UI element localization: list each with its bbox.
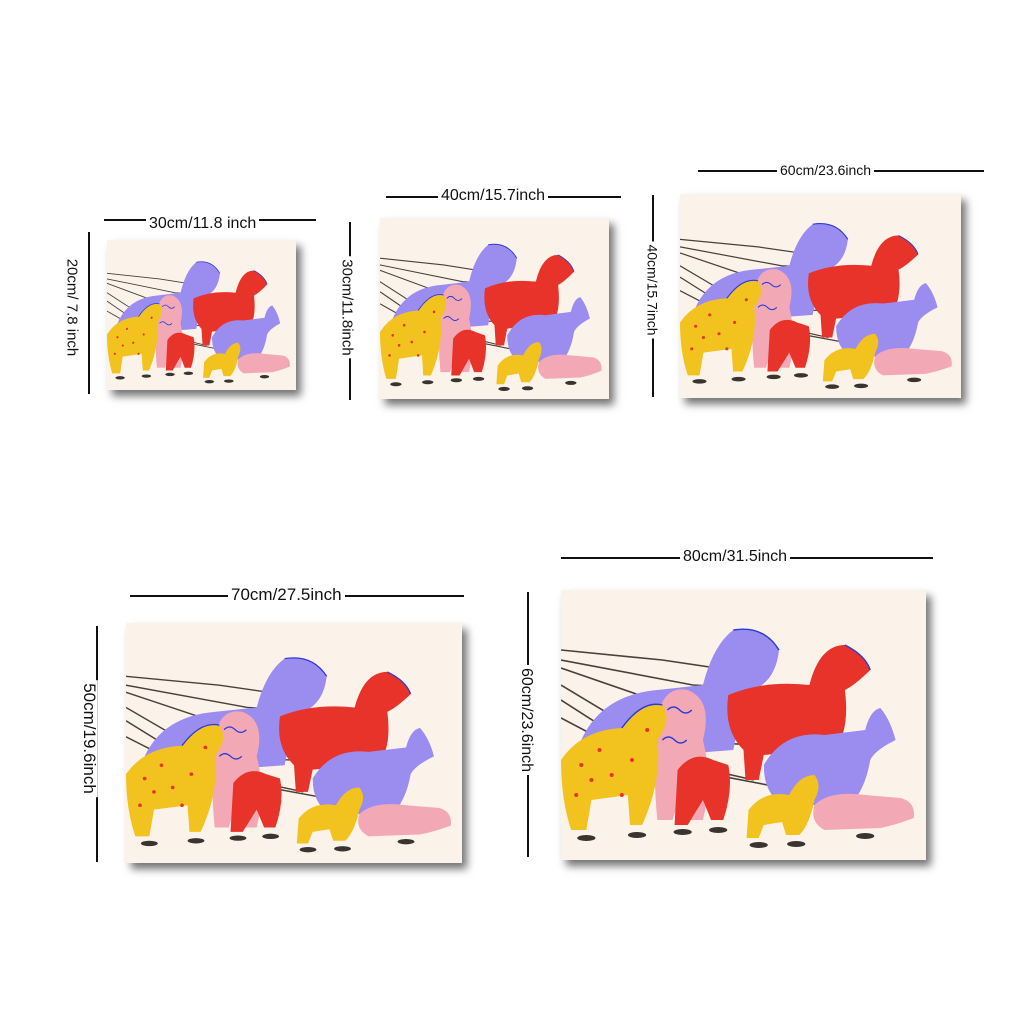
width-label: 80cm/31.5inch (680, 549, 791, 565)
height-label: 20cm/ 7.8 inch (63, 255, 80, 360)
height-label: 30cm/11.8inch (339, 256, 356, 359)
dog-illustration (680, 194, 961, 398)
dog-illustration (126, 623, 462, 863)
width-label: 60cm/23.6inch (777, 163, 875, 177)
canvas-print-40x30 (380, 218, 609, 399)
width-label: 70cm/27.5inch (228, 586, 345, 603)
canvas-print-30x20 (107, 240, 296, 390)
height-label: 60cm/23.6inch (518, 664, 535, 776)
height-label: 40cm/15.7inch (645, 241, 661, 339)
width-label: 30cm/11.8 inch (146, 210, 260, 232)
dog-illustration (107, 240, 296, 390)
width-label: 40cm/15.7inch (438, 188, 549, 204)
dog-illustration (380, 218, 609, 399)
canvas-print-60x40 (680, 194, 961, 398)
canvas-print-70x50 (126, 623, 462, 863)
height-label: 50cm/19.6inch (80, 680, 99, 797)
height-dimension-line (88, 232, 90, 394)
dog-illustration (561, 590, 926, 860)
canvas-print-80x60 (561, 590, 926, 860)
